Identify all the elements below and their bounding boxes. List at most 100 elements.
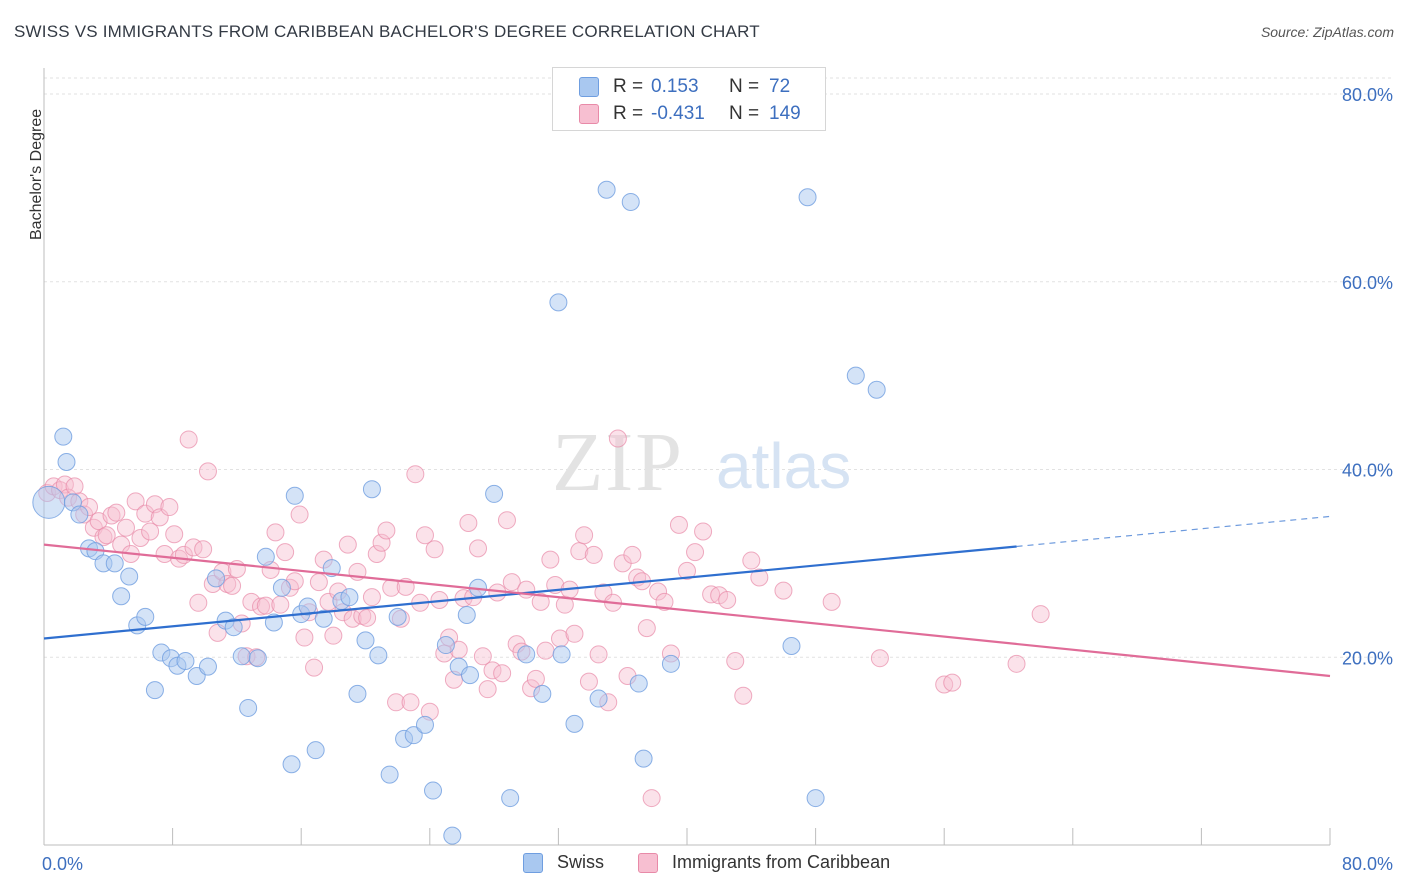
y-tick-label: 40.0%: [1342, 461, 1393, 481]
legend-swatch-swiss: [579, 77, 599, 97]
x-tick-label: 0.0%: [42, 854, 83, 874]
swiss-point: [597, 180, 616, 199]
swiss-point: [356, 631, 375, 650]
caribbean-point: [406, 465, 425, 484]
caribbean-point: [97, 526, 116, 545]
caribbean-point: [750, 568, 769, 587]
swiss-point: [136, 607, 155, 626]
caribbean-point: [734, 686, 753, 705]
swiss-point: [517, 645, 536, 664]
caribbean-point: [469, 539, 488, 558]
caribbean-point: [271, 595, 290, 614]
caribbean-point: [377, 521, 396, 540]
swiss-point: [485, 484, 504, 503]
caribbean-point: [136, 504, 155, 523]
swiss-point: [424, 781, 443, 800]
caribbean-point: [324, 626, 343, 645]
swiss-point: [549, 293, 568, 312]
swiss-point: [846, 366, 865, 385]
caribbean-point: [102, 506, 121, 525]
caribbean-point: [401, 693, 420, 712]
series-swiss-points: [32, 180, 886, 845]
caribbean-point: [266, 523, 285, 542]
bottom-legend-swatch-swiss: [523, 852, 543, 873]
caribbean-point: [623, 545, 642, 564]
bottom-legend: Swiss Immigrants from Caribbean: [523, 852, 924, 873]
swiss-point: [552, 645, 571, 664]
grid-lines: [44, 77, 1392, 658]
swiss-point: [57, 452, 76, 471]
tick-labels: 20.0% 40.0% 60.0% 80.0% 0.0% 80.0%: [42, 85, 1393, 874]
caribbean-point: [584, 545, 603, 564]
caribbean-point: [94, 528, 113, 547]
caribbean-point: [126, 492, 145, 511]
caribbean-point: [517, 580, 536, 599]
caribbean-point: [358, 608, 377, 627]
legend-n-label: N =: [729, 76, 760, 97]
caribbean-point: [531, 592, 550, 611]
bottom-legend-label-swiss: Swiss: [557, 852, 605, 872]
bottom-legend-caribbean: Immigrants from Caribbean: [638, 852, 890, 873]
swiss-point: [501, 789, 520, 808]
caribbean-point: [497, 511, 516, 530]
caribbean-point: [309, 573, 328, 592]
caribbean-point: [589, 645, 608, 664]
legend-n-value: 72: [769, 76, 791, 97]
caribbean-point: [473, 647, 492, 666]
y-tick-label: 80.0%: [1342, 85, 1393, 105]
caribbean-point: [742, 551, 761, 570]
caribbean-point: [415, 526, 434, 545]
caribbean-point: [478, 680, 497, 699]
caribbean-point: [295, 628, 314, 647]
caribbean-point: [575, 526, 594, 545]
caribbean-point: [189, 593, 208, 612]
caribbean-point: [367, 544, 386, 563]
legend-row-caribbean: R = -0.431 N = 149: [579, 101, 801, 127]
caribbean-point: [637, 619, 656, 638]
caribbean-point: [160, 498, 179, 517]
swiss-point: [806, 789, 825, 808]
caribbean-point: [694, 522, 713, 541]
swiss-point: [282, 755, 301, 774]
caribbean-point: [387, 693, 406, 712]
chart-source: Source: ZipAtlas.com: [1260, 24, 1394, 40]
legend-r-label: R =: [613, 103, 644, 124]
swiss-point: [105, 554, 124, 573]
swiss-point: [533, 684, 552, 703]
swiss-point: [239, 698, 258, 717]
caribbean-point: [870, 649, 889, 668]
swiss-point: [198, 657, 217, 676]
swiss-point: [145, 681, 164, 700]
caribbean-point: [718, 590, 737, 609]
caribbean-trend-line: [43, 543, 1331, 678]
swiss-point: [298, 597, 317, 616]
swiss-point: [388, 607, 407, 626]
watermark-atlas: atlas: [716, 430, 851, 502]
caribbean-point: [131, 529, 150, 548]
caribbean-point: [1007, 654, 1026, 673]
caribbean-point: [372, 533, 391, 552]
legend-r-value: -0.431: [651, 103, 705, 124]
series-caribbean-points: [38, 429, 1050, 808]
caribbean-point: [655, 592, 674, 611]
bottom-legend-swiss: Swiss: [523, 852, 604, 873]
caribbean-point: [305, 658, 324, 677]
swiss-point: [120, 567, 139, 586]
x-tick-label: 80.0%: [1342, 854, 1393, 874]
caribbean-point: [290, 505, 309, 524]
swiss-point: [867, 380, 886, 399]
caribbean-point: [943, 673, 962, 692]
swiss-point: [306, 741, 325, 760]
caribbean-point: [116, 518, 135, 537]
swiss-point: [460, 666, 479, 685]
swiss-point: [404, 726, 423, 745]
caribbean-point: [1031, 605, 1050, 624]
caribbean-point: [502, 573, 521, 592]
caribbean-point: [608, 429, 627, 448]
caribbean-point: [141, 522, 160, 541]
y-tick-label: 20.0%: [1342, 648, 1393, 668]
caribbean-point: [256, 596, 275, 615]
caribbean-point: [686, 543, 705, 562]
caribbean-point: [541, 550, 560, 569]
caribbean-point: [362, 588, 381, 607]
